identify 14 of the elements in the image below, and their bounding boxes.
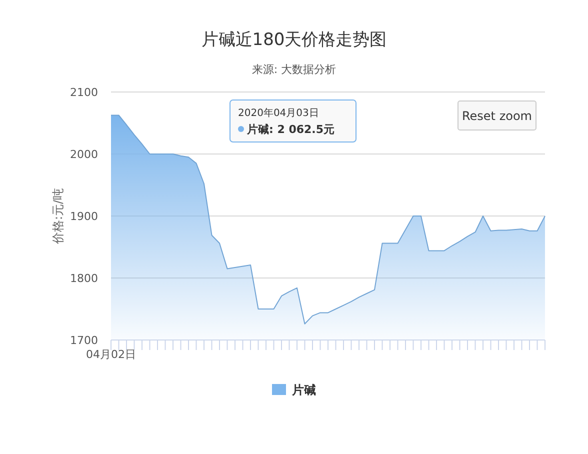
legend-label: 片碱 xyxy=(291,383,316,397)
reset-zoom-button: Reset zoom xyxy=(458,100,536,130)
y-axis-title: 价格:元/吨 xyxy=(51,188,65,246)
y-tick-label: 2100 xyxy=(70,86,98,99)
y-tick-label: 1700 xyxy=(70,334,98,347)
chart-subtitle: 来源: 大数据分析 xyxy=(252,63,336,76)
annotation: 片碱: 2 062.5元 xyxy=(246,123,335,136)
y-tick-label: 2000 xyxy=(70,148,98,161)
annotation: 2020年04月03日 xyxy=(238,107,319,119)
y-tick-label: 1800 xyxy=(70,272,98,285)
chart-title: 片碱近180天价格走势图 xyxy=(201,30,387,50)
annotation: Reset zoom xyxy=(462,109,532,123)
x-tick-label: 04月02日 xyxy=(86,348,136,361)
y-tick-label: 1900 xyxy=(70,210,98,223)
